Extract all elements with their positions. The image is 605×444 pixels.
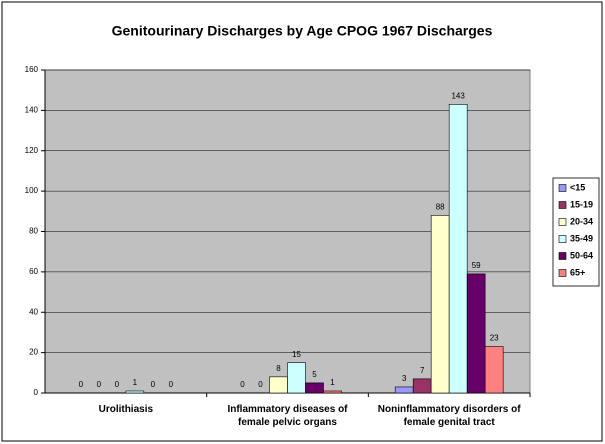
y-tick-label: 140 bbox=[25, 105, 39, 114]
legend-swatch bbox=[558, 184, 567, 192]
value-label: 88 bbox=[436, 202, 445, 211]
legend-swatch bbox=[558, 252, 567, 260]
value-label: 0 bbox=[151, 380, 156, 389]
legend-label: 35-49 bbox=[570, 233, 593, 243]
legend-swatch bbox=[558, 218, 567, 226]
x-tick-label: Inflammatory diseases of female pelvic o… bbox=[227, 404, 348, 428]
value-label: 5 bbox=[312, 370, 317, 379]
legend-label: 15-19 bbox=[570, 199, 593, 209]
bar bbox=[305, 382, 324, 394]
legend-swatch bbox=[558, 235, 567, 243]
bar bbox=[430, 215, 450, 394]
legend-swatch bbox=[558, 201, 567, 209]
value-label: 0 bbox=[115, 380, 120, 389]
y-tick-label: 60 bbox=[29, 267, 38, 276]
bar bbox=[394, 386, 414, 394]
value-label: 0 bbox=[97, 380, 102, 389]
value-label: 0 bbox=[258, 380, 263, 389]
bar bbox=[323, 390, 342, 394]
value-label: 143 bbox=[451, 91, 465, 100]
y-tick-label: 120 bbox=[25, 146, 39, 155]
legend-box bbox=[552, 177, 600, 287]
y-tick-label: 160 bbox=[25, 65, 39, 74]
value-label: 1 bbox=[330, 378, 335, 387]
legend-label: 50-64 bbox=[570, 250, 593, 260]
y-tick-label: 40 bbox=[29, 307, 38, 316]
bar bbox=[448, 104, 468, 394]
bar bbox=[484, 346, 504, 394]
bar bbox=[269, 376, 288, 394]
value-label: 0 bbox=[240, 380, 245, 389]
value-label: 8 bbox=[276, 364, 281, 373]
value-label: 7 bbox=[420, 366, 425, 375]
bar bbox=[466, 273, 486, 394]
legend-label: <15 bbox=[570, 182, 585, 192]
value-label: 0 bbox=[79, 380, 84, 389]
y-tick-label: 0 bbox=[34, 388, 39, 397]
y-tick-label: 100 bbox=[25, 186, 39, 195]
legend-label: 20-34 bbox=[570, 216, 593, 226]
value-label: 3 bbox=[402, 374, 407, 383]
y-tick-label: 80 bbox=[29, 227, 38, 236]
chart-title: Genitourinary Discharges by Age CPOG 196… bbox=[112, 23, 493, 39]
value-label: 1 bbox=[133, 378, 138, 387]
bar bbox=[412, 378, 432, 394]
y-tick-label: 20 bbox=[29, 348, 38, 357]
bar bbox=[125, 390, 145, 394]
legend-label: 65+ bbox=[570, 267, 585, 277]
x-tick-label: Noninflammatory disorders of female geni… bbox=[377, 404, 521, 428]
bar bbox=[287, 362, 306, 394]
value-label: 23 bbox=[490, 334, 499, 343]
legend-swatch bbox=[558, 269, 567, 277]
value-label: 0 bbox=[169, 380, 174, 389]
x-tick-label: Urolithiasis bbox=[98, 404, 154, 415]
value-label: 15 bbox=[292, 350, 301, 359]
value-label: 59 bbox=[472, 261, 481, 270]
